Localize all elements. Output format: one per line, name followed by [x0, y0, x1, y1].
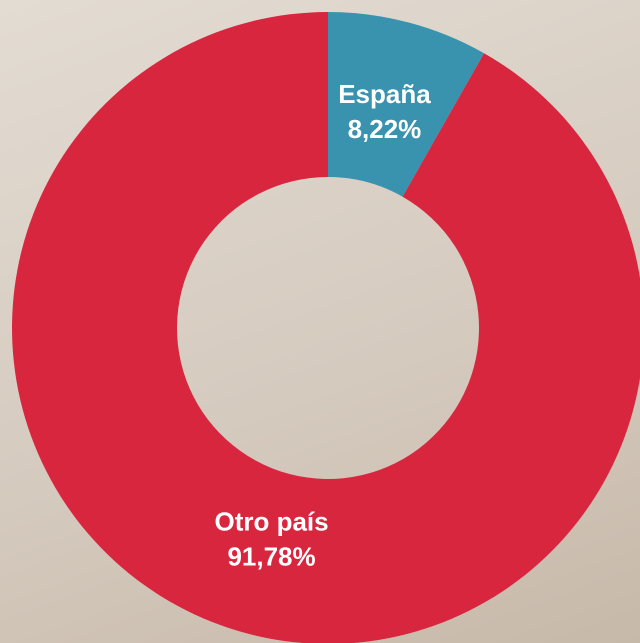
slice-label: España: [338, 79, 431, 109]
slice-value-label: 8,22%: [348, 114, 422, 144]
slice-value-label: 91,78%: [227, 542, 315, 572]
donut-slice: [328, 12, 485, 197]
donut-slice: [12, 12, 640, 643]
slice-label: Otro país: [214, 507, 328, 537]
